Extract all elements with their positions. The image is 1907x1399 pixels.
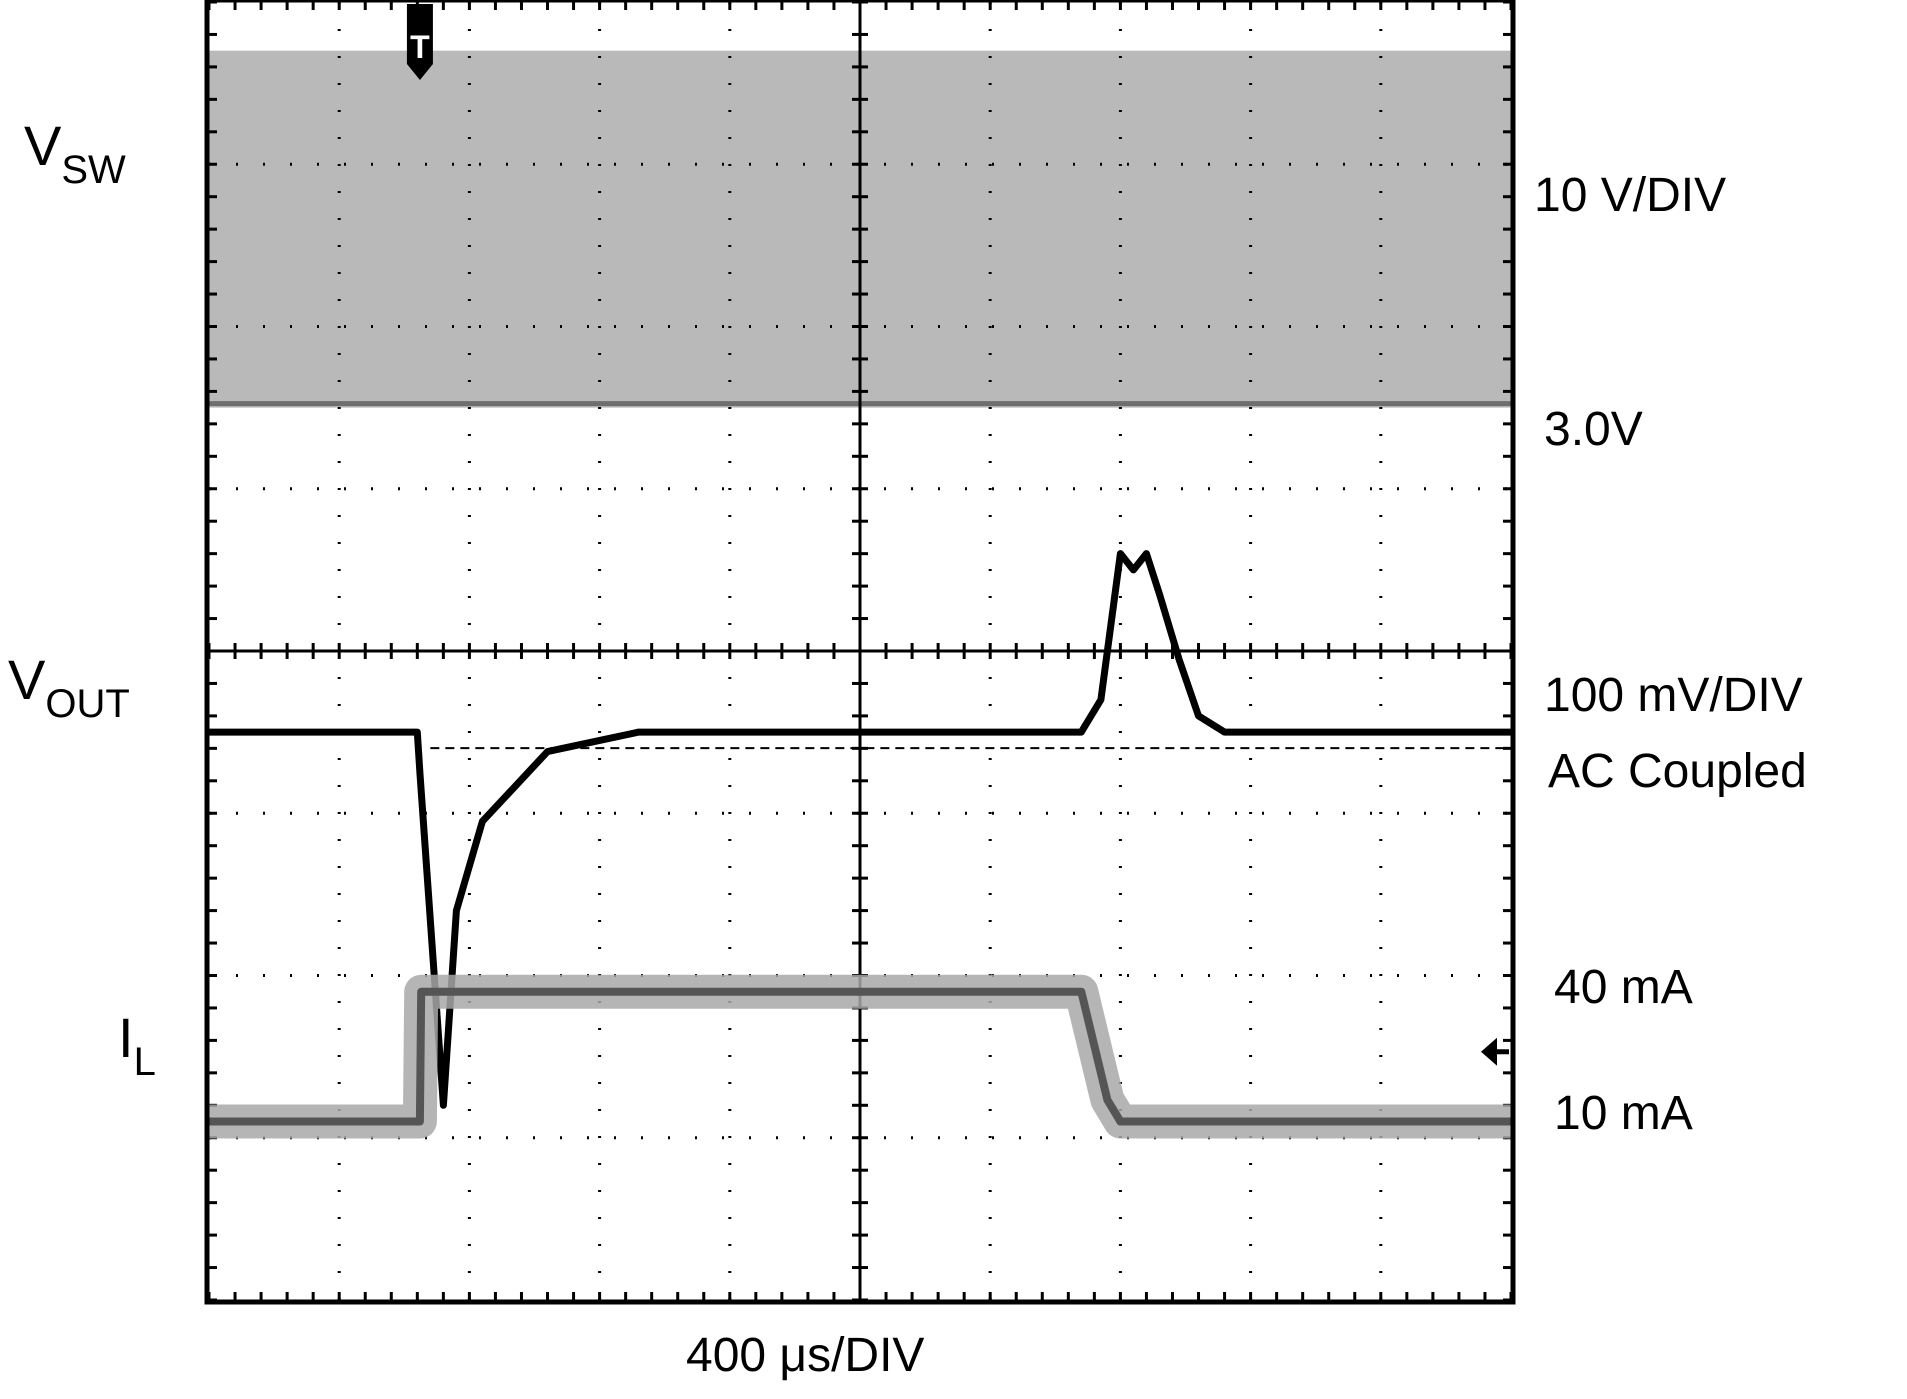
vout-level-label: 3.0V (1544, 403, 1643, 456)
scope-traces (209, 550, 1511, 1139)
il-trace (209, 987, 1511, 1126)
vsw-scale-label: 10 V/DIV (1534, 169, 1727, 222)
il-channel-label: IL (118, 1006, 156, 1084)
vout-trace (209, 550, 1511, 1109)
x-axis-label: 400 μs/DIV (686, 1329, 925, 1382)
trigger-marker (406, 4, 433, 80)
il-level-10ma-label: 10 mA (1554, 1087, 1693, 1140)
trigger-level-arrow (1481, 1037, 1497, 1066)
scope-marks: T (406, 4, 1509, 1066)
trigger-marker-letter: T (410, 29, 430, 65)
plot-frame (204, 0, 1516, 1305)
vout-coupling-label: AC Coupled (1548, 745, 1807, 798)
vout-scale-label: 100 mV/DIV (1544, 669, 1803, 722)
vout-channel-label: VOUT (8, 648, 130, 726)
il-level-40ma-label: 40 mA (1554, 961, 1693, 1014)
vsw-channel-label: VSW (24, 114, 126, 192)
